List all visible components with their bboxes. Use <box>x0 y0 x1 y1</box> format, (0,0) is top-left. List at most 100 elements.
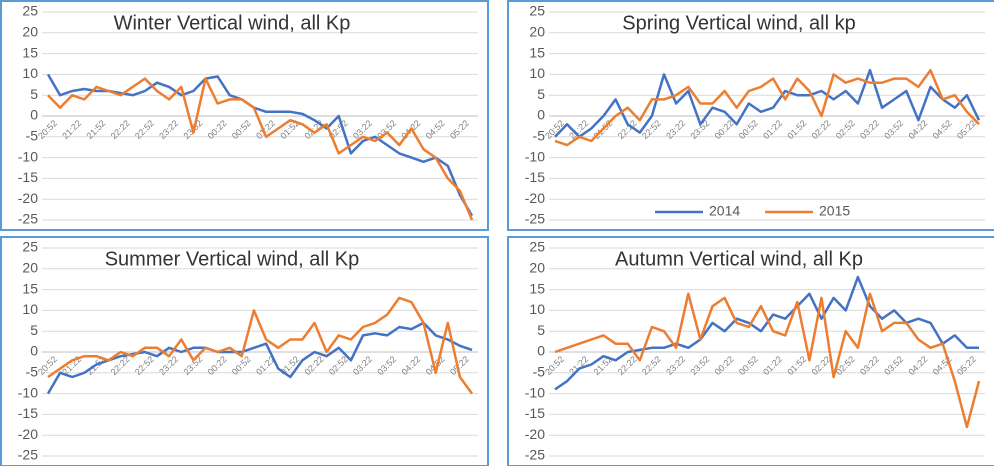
x-tick-label: 05:22 <box>955 118 978 141</box>
chart-title: Autumn Vertical wind, all Kp <box>615 248 863 270</box>
panel-border <box>0 236 489 466</box>
y-tick-label: -15 <box>525 169 545 185</box>
y-tick-label: -5 <box>26 364 39 380</box>
x-tick-label: 23:22 <box>664 118 687 141</box>
x-tick-label: 04:22 <box>399 354 422 377</box>
x-tick-label: 02:52 <box>834 118 857 141</box>
x-tick-label: 00:22 <box>713 354 736 377</box>
x-tick-label: 23:52 <box>688 354 711 377</box>
x-tick-label: 03:22 <box>351 354 374 377</box>
x-tick-label: 00:52 <box>737 118 760 141</box>
y-tick-label: 20 <box>22 24 38 40</box>
x-tick-label: 03:52 <box>882 354 905 377</box>
y-tick-label: 15 <box>22 280 38 296</box>
y-tick-label: -25 <box>525 447 545 463</box>
legend-label: 2014 <box>709 203 740 219</box>
x-tick-label: 21:52 <box>85 118 108 141</box>
y-tick-label: -20 <box>525 190 545 206</box>
y-tick-label: -15 <box>18 169 38 185</box>
y-tick-label: 10 <box>529 65 545 81</box>
x-tick-label: 04:52 <box>931 118 954 141</box>
x-tick-label: 22:52 <box>640 354 663 377</box>
series-line <box>554 68 980 147</box>
x-tick-label: 04:22 <box>906 118 929 141</box>
y-tick-label: 10 <box>22 65 38 81</box>
series-line <box>554 275 979 391</box>
y-tick-label: 15 <box>529 280 545 296</box>
x-tick-label: 01:22 <box>761 354 784 377</box>
x-tick-label: 01:52 <box>785 118 808 141</box>
y-tick-label: 0 <box>30 343 38 359</box>
y-tick-label: 10 <box>529 301 545 317</box>
y-tick-label: 20 <box>529 260 545 276</box>
series-line <box>554 292 981 429</box>
series-line <box>47 296 474 395</box>
x-tick-label: 01:22 <box>761 118 784 141</box>
x-tick-label: 00:52 <box>737 354 760 377</box>
y-tick-label: -10 <box>525 384 545 400</box>
panel-border <box>507 0 994 231</box>
x-tick-label: 00:22 <box>206 118 229 141</box>
y-tick-label: 25 <box>529 3 545 19</box>
y-tick-label: -10 <box>18 148 38 164</box>
y-tick-label: -10 <box>18 384 38 400</box>
series-line <box>47 77 474 221</box>
y-tick-label: 20 <box>22 260 38 276</box>
y-tick-label: -5 <box>533 128 546 144</box>
x-tick-label: 00:22 <box>206 354 229 377</box>
chart-title: Summer Vertical wind, all Kp <box>105 248 360 270</box>
y-tick-label: 15 <box>529 44 545 60</box>
y-tick-label: 25 <box>22 3 38 19</box>
x-tick-label: 03:22 <box>858 354 881 377</box>
y-tick-label: 10 <box>22 301 38 317</box>
x-tick-label: 00:22 <box>713 118 736 141</box>
x-tick-label: 00:52 <box>230 354 253 377</box>
y-tick-label: 0 <box>30 107 38 123</box>
y-tick-label: 15 <box>22 44 38 60</box>
y-tick-label: 25 <box>529 239 545 255</box>
y-tick-label: 0 <box>537 107 545 123</box>
x-tick-label: 05:22 <box>448 118 471 141</box>
x-tick-label: 04:22 <box>906 354 929 377</box>
panel-border <box>507 236 994 466</box>
y-tick-label: -25 <box>18 447 38 463</box>
x-tick-label: 05:22 <box>955 354 978 377</box>
x-tick-label: 01:52 <box>785 354 808 377</box>
y-tick-label: 5 <box>537 86 545 102</box>
x-tick-label: 23:22 <box>157 118 180 141</box>
series-line <box>46 321 473 395</box>
y-tick-label: 5 <box>537 322 545 338</box>
x-tick-label: 21:22 <box>60 118 83 141</box>
x-tick-label: 02:22 <box>303 118 326 141</box>
y-tick-label: -25 <box>18 211 38 227</box>
x-tick-label: 03:52 <box>375 354 398 377</box>
legend-label: 2015 <box>819 203 850 219</box>
y-tick-label: 25 <box>22 239 38 255</box>
y-tick-label: -15 <box>18 405 38 421</box>
y-tick-label: -20 <box>18 190 38 206</box>
x-tick-label: 02:22 <box>810 354 833 377</box>
y-tick-label: -5 <box>26 128 39 144</box>
series-line <box>46 73 474 217</box>
y-tick-label: 5 <box>30 86 38 102</box>
y-tick-label: -5 <box>533 364 546 380</box>
chart-title: Spring Vertical wind, all kp <box>622 12 855 34</box>
x-tick-label: 03:52 <box>882 118 905 141</box>
y-tick-label: 20 <box>529 24 545 40</box>
y-tick-label: -25 <box>525 211 545 227</box>
x-tick-label: 02:22 <box>810 118 833 141</box>
series-line <box>554 68 981 139</box>
x-tick-label: 00:52 <box>230 118 253 141</box>
x-tick-label: 22:52 <box>133 354 156 377</box>
y-tick-label: -20 <box>525 426 545 442</box>
x-tick-label: 20:52 <box>543 354 566 377</box>
y-tick-label: 0 <box>537 343 545 359</box>
x-tick-label: 22:52 <box>133 118 156 141</box>
chart-title: Winter Vertical wind, all Kp <box>114 12 351 34</box>
panel-border <box>0 0 489 231</box>
